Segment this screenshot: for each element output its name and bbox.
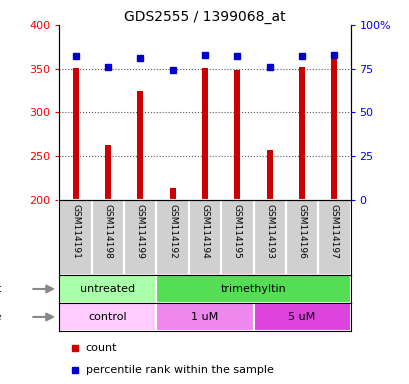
- Text: trimethyltin: trimethyltin: [220, 284, 286, 294]
- Text: 5 uM: 5 uM: [288, 312, 315, 322]
- Bar: [202, 68, 207, 200]
- Bar: [189, 200, 220, 275]
- Bar: [253, 200, 285, 275]
- Bar: [220, 200, 253, 275]
- Text: GSM114196: GSM114196: [297, 204, 306, 258]
- Bar: [156, 275, 350, 303]
- Bar: [266, 150, 272, 200]
- Text: percentile rank within the sample: percentile rank within the sample: [85, 364, 273, 374]
- Text: untreated: untreated: [80, 284, 135, 294]
- Bar: [124, 200, 156, 275]
- Bar: [59, 275, 156, 303]
- Bar: [317, 200, 350, 275]
- Bar: [156, 200, 189, 275]
- Bar: [253, 303, 350, 331]
- Bar: [92, 200, 124, 275]
- Text: GSM114198: GSM114198: [103, 204, 112, 258]
- Text: GSM114193: GSM114193: [265, 204, 274, 258]
- Bar: [59, 303, 156, 331]
- Text: count: count: [85, 343, 117, 353]
- Bar: [59, 200, 92, 275]
- Bar: [285, 200, 317, 275]
- Bar: [72, 68, 79, 200]
- Text: GSM114192: GSM114192: [168, 204, 177, 258]
- Text: GSM114194: GSM114194: [200, 204, 209, 258]
- Bar: [330, 58, 337, 200]
- Bar: [299, 67, 304, 200]
- Bar: [137, 91, 143, 200]
- Bar: [169, 188, 175, 200]
- Text: agent: agent: [0, 284, 2, 294]
- Text: control: control: [88, 312, 127, 322]
- Text: GSM114197: GSM114197: [329, 204, 338, 258]
- Text: 1 uM: 1 uM: [191, 312, 218, 322]
- Text: dose: dose: [0, 312, 2, 322]
- Bar: [234, 70, 240, 200]
- Title: GDS2555 / 1399068_at: GDS2555 / 1399068_at: [124, 10, 285, 24]
- Bar: [105, 145, 110, 200]
- Text: GSM114191: GSM114191: [71, 204, 80, 258]
- Bar: [156, 303, 253, 331]
- Text: GSM114199: GSM114199: [135, 204, 144, 258]
- Text: GSM114195: GSM114195: [232, 204, 241, 258]
